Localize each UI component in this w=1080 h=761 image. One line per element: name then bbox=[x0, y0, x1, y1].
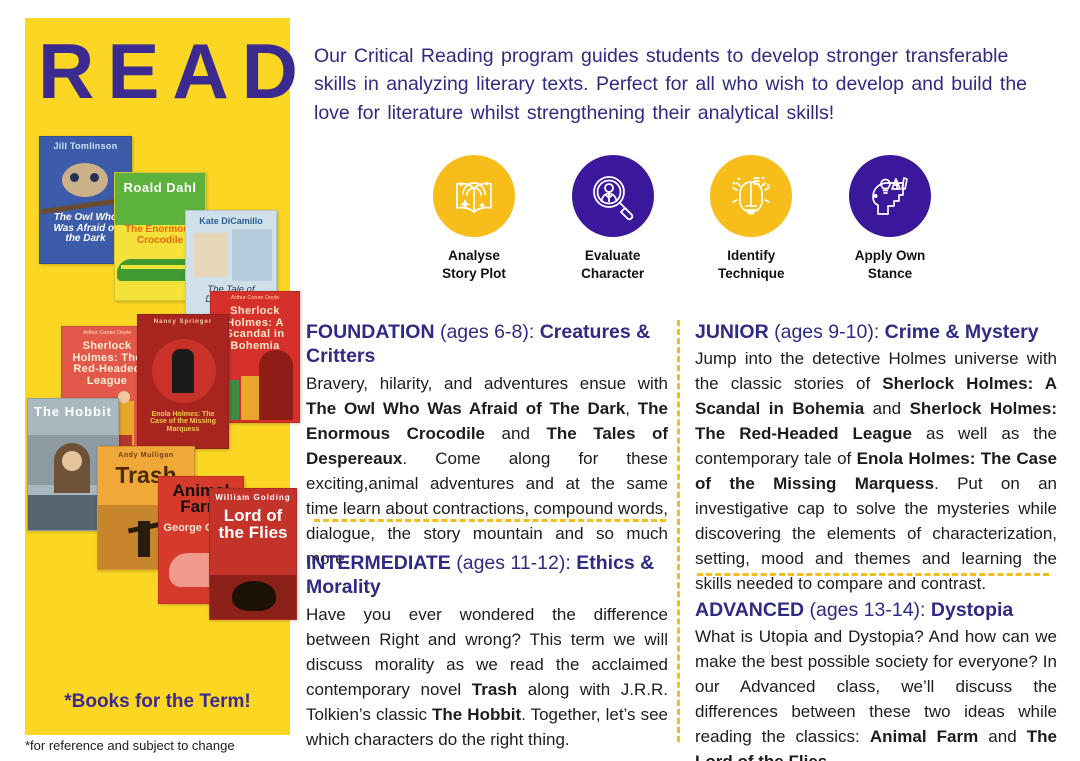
book-author: Nancy Springer bbox=[153, 319, 213, 325]
level-body: Have you ever wondered the difference be… bbox=[306, 604, 668, 749]
book-cover: William Golding Lord of the Flies bbox=[209, 488, 297, 620]
vertical-dashed-divider bbox=[677, 320, 680, 742]
feature-label-line2: Technique bbox=[718, 265, 785, 281]
level-ages: (ages 6-8): bbox=[434, 321, 540, 343]
book-title: The Owl Who Was Afraid of the Dark bbox=[53, 212, 118, 244]
book-title: Sherlock Holmes: A Scandal in Bohemia bbox=[225, 305, 285, 352]
lightbulb-gear-icon-circle bbox=[710, 155, 793, 237]
book-title: The Enormous Crocodile bbox=[124, 224, 195, 246]
book-author: George Orwell bbox=[163, 522, 239, 534]
lightbulb-gear-icon bbox=[732, 176, 771, 215]
book-author: William Golding bbox=[215, 493, 291, 502]
level-intermediate: INTERMEDIATE (ages 11-12): Ethics & Mora… bbox=[306, 551, 668, 753]
level-body: What is Utopia and Dystopia? And how can… bbox=[695, 627, 1057, 761]
feature-label: Apply Own Stance bbox=[855, 247, 926, 282]
level-topic: Ethics & Morality bbox=[306, 552, 655, 599]
feature-label-line1: Identify bbox=[727, 248, 776, 263]
level-heading: JUNIOR (ages 9-10): Crime & Mystery bbox=[695, 320, 1057, 344]
feature-label-line2: Character bbox=[581, 265, 645, 281]
book-cover: Nancy Springer Enola Holmes: The Case of… bbox=[137, 314, 229, 449]
level-topic: Crime & Mystery bbox=[884, 321, 1039, 343]
level-junior: JUNIOR (ages 9-10): Crime & Mystery Jump… bbox=[695, 320, 1057, 597]
level-topic: Creatures & Critters bbox=[306, 321, 651, 368]
level-topic: Dystopia bbox=[930, 599, 1014, 621]
open-book-sparkle-icon-circle bbox=[433, 155, 515, 237]
feature-apply-own-stance: Apply Own Stance bbox=[828, 155, 952, 282]
books-panel: READ Jill Tomlinson The Owl Who Was Afra… bbox=[25, 18, 312, 735]
horizontal-dashed-divider-left bbox=[314, 519, 666, 522]
level-ages: (ages 13-14): bbox=[804, 599, 931, 621]
book-title: The Hobbit bbox=[34, 404, 112, 419]
book-author: Kate DiCamillo bbox=[199, 216, 263, 226]
level-advanced: ADVANCED (ages 13-14): Dystopia What is … bbox=[695, 598, 1057, 761]
magnifier-person-icon-circle bbox=[571, 155, 654, 237]
book-title: Sherlock Holmes: The Red-Headed League bbox=[72, 340, 142, 387]
level-heading: INTERMEDIATE (ages 11-12): Ethics & Mora… bbox=[306, 551, 668, 600]
feature-icon-row: Analyse Story Plot bbox=[412, 155, 952, 295]
level-name: FOUNDATION bbox=[306, 321, 435, 343]
book-author: Roald Dahl bbox=[123, 180, 197, 195]
book-author: Andy Mulligan bbox=[118, 452, 174, 459]
level-heading: FOUNDATION (ages 6-8): Creatures & Critt… bbox=[306, 320, 668, 369]
feature-label: Evaluate Character bbox=[581, 247, 644, 282]
level-name: ADVANCED bbox=[695, 599, 805, 621]
head-ideas-icon bbox=[872, 177, 908, 215]
book-author: Arthur Conan Doyle bbox=[230, 295, 280, 301]
open-book-sparkle-icon bbox=[456, 181, 492, 213]
feature-analyse-story-plot: Analyse Story Plot bbox=[412, 155, 536, 282]
level-foundation: FOUNDATION (ages 6-8): Creatures & Critt… bbox=[306, 320, 668, 572]
book-author: Arthur Conan Doyle bbox=[82, 330, 132, 336]
book-cover-collage: Jill Tomlinson The Owl Who Was Afraid of… bbox=[25, 136, 300, 666]
magnifier-person-icon bbox=[592, 176, 633, 221]
page-title: READ bbox=[38, 27, 312, 115]
level-heading: ADVANCED (ages 13-14): Dystopia bbox=[695, 598, 1057, 622]
book-title: Lord of the Flies bbox=[218, 506, 288, 542]
intro-paragraph: Our Critical Reading program guides stud… bbox=[314, 45, 1028, 124]
feature-label-line1: Evaluate bbox=[584, 248, 641, 263]
horizontal-dashed-divider-right bbox=[697, 573, 1049, 576]
head-ideas-icon-circle bbox=[848, 155, 931, 237]
feature-label-line2: Story Plot bbox=[442, 265, 506, 281]
books-disclaimer: *for reference and subject to change bbox=[25, 738, 235, 753]
feature-identify-technique: Identify Technique bbox=[689, 155, 813, 282]
level-name: JUNIOR bbox=[695, 321, 769, 343]
feature-label: Analyse Story Plot bbox=[442, 247, 506, 282]
book-title: Enola Holmes: The Case of the Missing Ma… bbox=[150, 411, 216, 433]
right-level-column: JUNIOR (ages 9-10): Crime & Mystery Jump… bbox=[695, 320, 1057, 761]
books-term-note: *Books for the Term! bbox=[64, 691, 251, 712]
left-level-column: FOUNDATION (ages 6-8): Creatures & Critt… bbox=[306, 320, 668, 749]
level-name: INTERMEDIATE bbox=[306, 552, 451, 574]
level-body: Bravery, hilarity, and adventures ensue … bbox=[306, 373, 668, 568]
level-body: Jump into the detective Holmes universe … bbox=[695, 349, 1058, 594]
level-ages: (ages 9-10): bbox=[768, 321, 885, 343]
feature-evaluate-character: Evaluate Character bbox=[551, 155, 675, 282]
feature-label-line2: Stance bbox=[867, 265, 913, 281]
feature-label: Identify Technique bbox=[718, 247, 785, 282]
level-ages: (ages 11-12): bbox=[450, 552, 577, 574]
feature-label-line1: Apply Own bbox=[854, 248, 926, 263]
book-author: Jill Tomlinson bbox=[53, 141, 118, 151]
feature-label-line1: Analyse bbox=[448, 248, 500, 263]
